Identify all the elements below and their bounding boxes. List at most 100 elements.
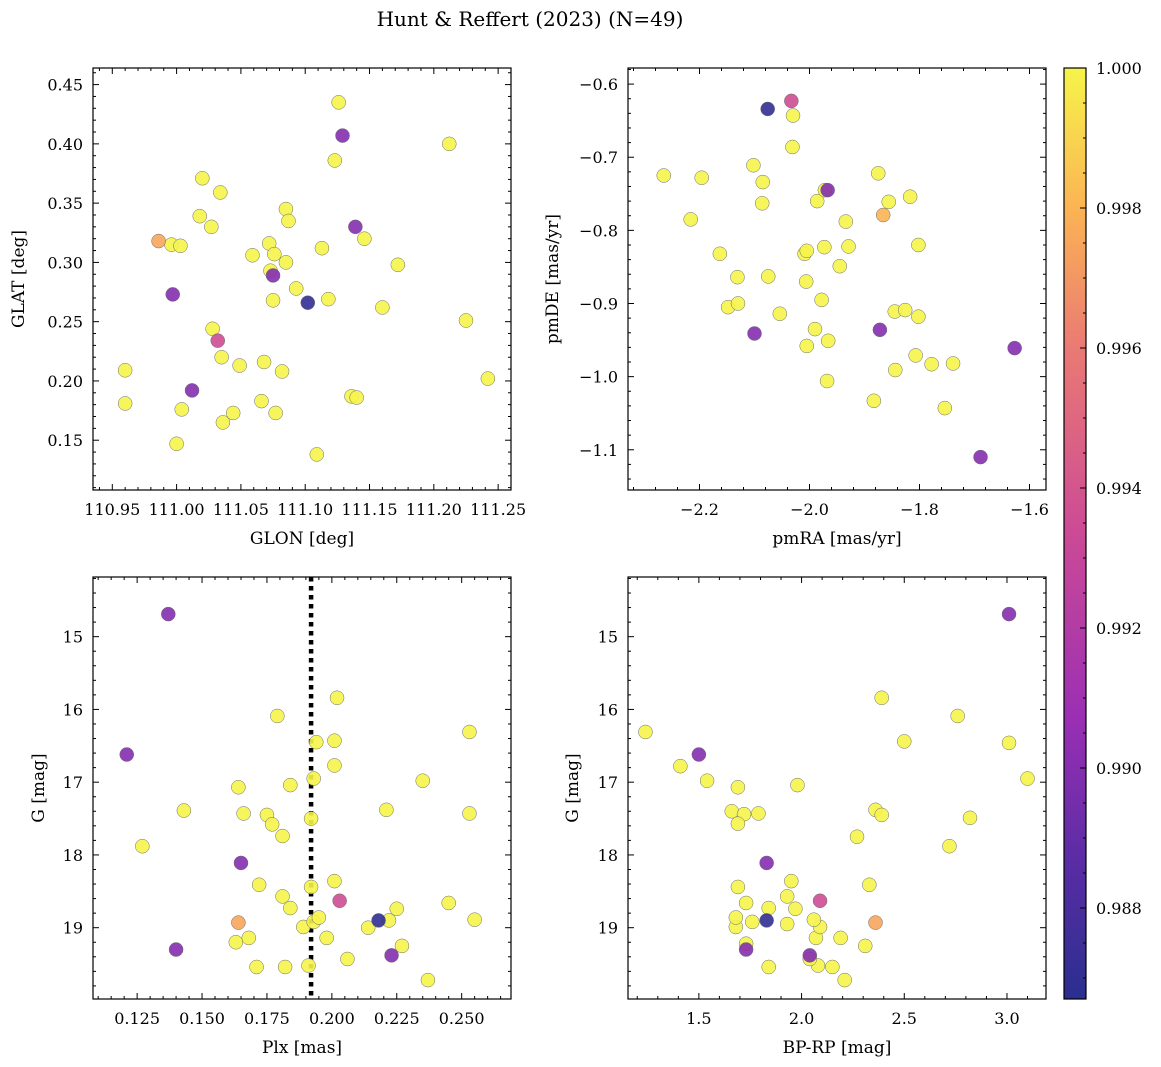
data-point (303, 879, 319, 895)
data-point (249, 959, 264, 975)
y-tick-label: 15 (598, 628, 618, 647)
x-tick-label: 0.150 (179, 1009, 225, 1028)
y-tick-label: 0.20 (47, 372, 83, 391)
data-point (807, 321, 823, 337)
data-point (254, 393, 269, 409)
data-point (911, 237, 926, 253)
data-point (841, 239, 856, 254)
data-point (759, 913, 774, 928)
x-axis-label: Plx [mas] (262, 1038, 342, 1058)
data-point (973, 449, 988, 465)
data-point (866, 393, 882, 409)
y-axis-label: pmDE [mas/yr] (543, 214, 563, 344)
data-point (241, 930, 257, 946)
data-point (173, 238, 188, 254)
data-point (872, 322, 888, 338)
data-point (812, 893, 828, 909)
data-point (838, 214, 854, 229)
data-point (349, 390, 364, 405)
data-point (119, 747, 135, 762)
data-point (319, 930, 334, 946)
data-point (335, 128, 350, 143)
data-point (819, 373, 835, 389)
y-tick-label: −1.0 (579, 368, 618, 387)
data-point (264, 817, 280, 832)
data-point (785, 108, 801, 123)
data-points (656, 93, 1022, 465)
data-point (806, 912, 822, 927)
data-point (332, 893, 347, 909)
x-tick-label: 111.15 (342, 500, 398, 519)
data-point (268, 405, 283, 421)
data-point (1020, 771, 1035, 786)
data-points (117, 95, 496, 462)
x-tick-label: 1.5 (686, 1009, 711, 1028)
data-point (265, 268, 281, 283)
data-point (730, 879, 746, 895)
data-point (192, 208, 208, 224)
data-point (265, 293, 281, 308)
x-tick-label: 111.00 (149, 500, 205, 519)
data-point (747, 326, 762, 341)
data-point (772, 306, 788, 321)
data-point (761, 269, 776, 284)
x-axis-label: pmRA [mas/yr] (772, 529, 901, 549)
colorbar: 0.988 0.990 0.992 0.994 0.996 0.998 1.000 (1063, 59, 1142, 1000)
data-point (480, 371, 496, 386)
data-point (1007, 340, 1022, 356)
y-tick-label: 17 (63, 773, 83, 792)
data-point (390, 257, 406, 273)
data-point (379, 802, 394, 818)
data-point (458, 313, 474, 328)
data-point (761, 900, 776, 916)
data-point (278, 201, 294, 217)
x-tick-label: 2.5 (892, 1009, 917, 1028)
y-tick-label: 0.15 (47, 431, 83, 450)
data-point (232, 358, 247, 373)
data-point (384, 948, 399, 963)
data-point (267, 246, 282, 262)
scatter-panel-4: 1.5 2.0 2.5 3.0 15 16 17 18 19 BP-RP [mag] G [mag] (563, 576, 1047, 1058)
tick-marks (628, 68, 1046, 490)
data-point (288, 281, 304, 296)
data-point (281, 213, 296, 229)
data-point (329, 690, 345, 706)
data-point (169, 436, 184, 452)
data-point (168, 942, 184, 957)
data-point (375, 300, 390, 315)
x-tick-label: 0.225 (374, 1009, 420, 1028)
data-point (825, 959, 840, 975)
x-tick-label: 0.125 (114, 1009, 160, 1028)
x-tick-label: 110.95 (84, 500, 140, 519)
data-point (327, 758, 342, 773)
data-point (691, 747, 707, 762)
data-point (283, 777, 298, 793)
data-point (231, 915, 246, 930)
x-tick-label: 0.200 (309, 1009, 355, 1028)
data-point (945, 356, 961, 371)
data-point (802, 948, 818, 963)
data-point (357, 231, 372, 246)
data-point (274, 364, 290, 379)
data-point (908, 348, 923, 363)
data-point (1001, 735, 1017, 751)
data-point (799, 338, 814, 354)
data-point (730, 816, 746, 831)
colorbar-gradient (1063, 67, 1087, 1000)
y-tick-label: 17 (598, 773, 618, 792)
data-point (210, 333, 226, 348)
data-point (331, 95, 346, 110)
data-point (683, 212, 698, 227)
data-point (311, 910, 327, 925)
data-point (875, 207, 891, 223)
data-point (275, 889, 290, 904)
x-tick-label: 0.250 (439, 1009, 485, 1028)
data-point (755, 174, 770, 190)
data-point (962, 810, 978, 826)
data-point (738, 895, 754, 911)
data-point (256, 354, 272, 370)
y-tick-label: 15 (63, 628, 83, 647)
data-point (135, 838, 150, 854)
data-point (724, 804, 739, 819)
